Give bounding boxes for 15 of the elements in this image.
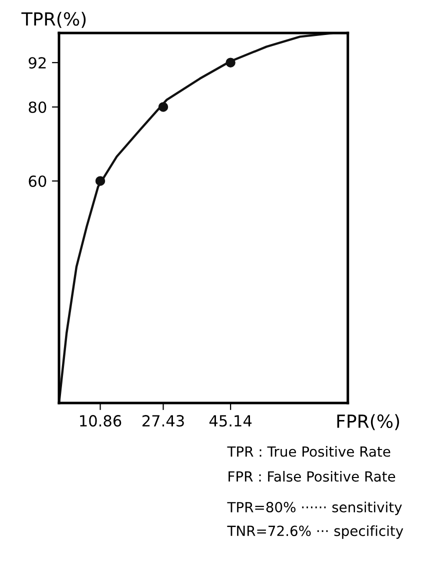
text: FPR : False Positive Rate — [228, 470, 396, 482]
point — [226, 58, 236, 68]
point — [158, 102, 168, 112]
text: TPR=80% ······ sensitivity — [227, 502, 402, 516]
text: TNR=72.6% ··· specificity — [227, 525, 404, 539]
x-tick-label: 10.86 — [80, 415, 122, 427]
y-tick-label: 92 — [28, 57, 46, 69]
y-tick-label: 60 — [28, 175, 46, 188]
x-axis-title: FPR(%) — [337, 414, 400, 430]
text: TPR : True Positive Rate — [227, 446, 390, 457]
y-tick-label: 80 — [28, 101, 46, 114]
x-tick-label: 45.14 — [209, 415, 252, 427]
y-axis-title: TPR(%) — [21, 12, 86, 28]
point — [95, 176, 106, 186]
x-tick-label: 27.43 — [142, 415, 184, 427]
